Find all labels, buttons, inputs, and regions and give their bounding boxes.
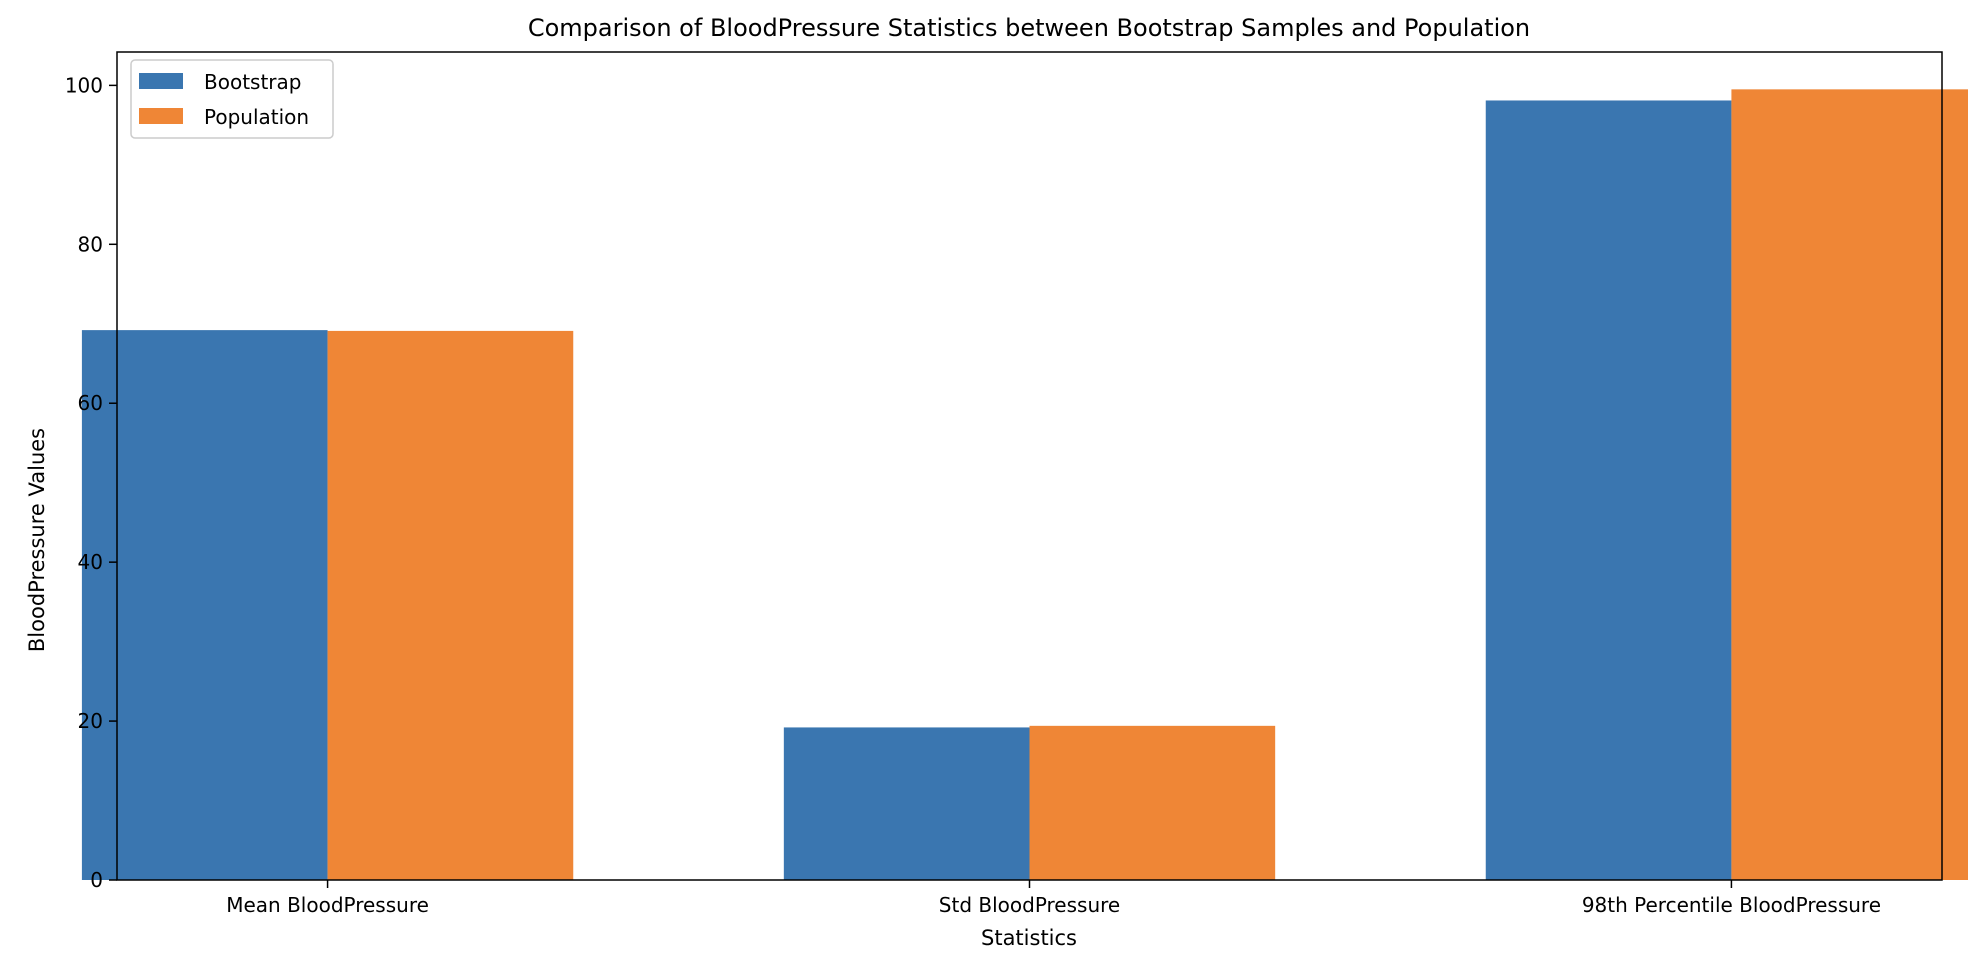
bar-bootstrap-1 [81, 330, 328, 880]
x-tick-label-2: Std BloodPressure [939, 893, 1120, 917]
legend-swatch-bootstrap [139, 73, 183, 89]
y-tick-label-80: 80 [78, 232, 103, 256]
y-tick-label-20: 20 [78, 709, 103, 733]
plot-area: 0 20 40 60 80 100 Mean BloodPressure Std BloodP… [65, 51, 1968, 917]
x-tick-label-1: Mean BloodPressure [226, 893, 429, 917]
y-tick-label-0: 0 [90, 868, 103, 892]
y-tick-label-40: 40 [78, 550, 103, 574]
y-tick-label-100: 100 [65, 73, 103, 97]
chart-title: Comparison of BloodPressure Statistics b… [528, 14, 1530, 42]
legend-label-bootstrap: Bootstrap [204, 70, 301, 94]
x-tick-label-3: 98th Percentile BloodPressure [1582, 893, 1881, 917]
y-axis-label: BloodPressure Values [25, 428, 49, 652]
bar-population-2 [1029, 725, 1276, 880]
legend-label-population: Population [204, 105, 309, 129]
y-tick-label-60: 60 [78, 391, 103, 415]
bar-bootstrap-2 [783, 727, 1030, 880]
legend-swatch-population [139, 108, 183, 124]
bar-population-3 [1731, 89, 1968, 881]
bar-population-1 [327, 330, 574, 880]
legend: Bootstrap Population [130, 59, 334, 139]
bar-bootstrap-3 [1485, 100, 1732, 881]
x-axis-label: Statistics [981, 926, 1077, 950]
